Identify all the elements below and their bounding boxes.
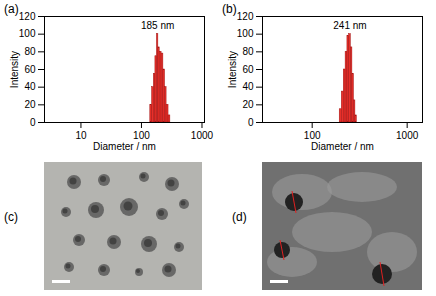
svg-text:185 nm: 185 nm	[141, 20, 174, 31]
svg-text:40: 40	[242, 81, 254, 92]
svg-text:80: 80	[24, 46, 36, 57]
html-text:(c): (c)	[4, 210, 18, 224]
svg-text:1000: 1000	[396, 130, 419, 141]
svg-text:1000: 1000	[191, 130, 214, 141]
svg-text:100: 100	[19, 28, 36, 39]
svg-text:100: 100	[133, 130, 150, 141]
svg-text:10: 10	[75, 130, 87, 141]
html-text:(d): (d)	[232, 210, 247, 224]
svg-text:60: 60	[24, 64, 36, 75]
svg-text:Diameter / nm: Diameter / nm	[93, 141, 156, 152]
svg-text:Diameter / nm: Diameter / nm	[311, 141, 374, 152]
svg-text:Intensity: Intensity	[9, 51, 20, 88]
svg-text:0: 0	[248, 117, 254, 128]
svg-text:80: 80	[242, 46, 254, 57]
svg-text:100: 100	[237, 28, 254, 39]
svg-text:120: 120	[19, 11, 36, 22]
svg-text:60: 60	[242, 64, 254, 75]
svg-text:20: 20	[242, 99, 254, 110]
svg-text:40: 40	[24, 81, 36, 92]
svg-text:Intensity: Intensity	[227, 51, 238, 88]
svg-text:100: 100	[304, 130, 321, 141]
html-text:(a): (a)	[4, 2, 19, 16]
svg-text:0: 0	[30, 117, 36, 128]
svg-text:20: 20	[24, 99, 36, 110]
html-text:(b): (b)	[222, 2, 237, 16]
svg-text:241 nm: 241 nm	[333, 20, 366, 31]
svg-text:120: 120	[237, 11, 254, 22]
